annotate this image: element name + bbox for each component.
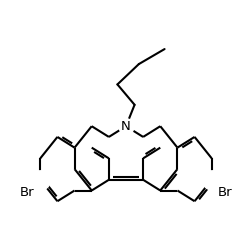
Text: Br: Br bbox=[20, 186, 35, 199]
Text: Br: Br bbox=[217, 186, 232, 199]
Text: N: N bbox=[121, 120, 131, 133]
